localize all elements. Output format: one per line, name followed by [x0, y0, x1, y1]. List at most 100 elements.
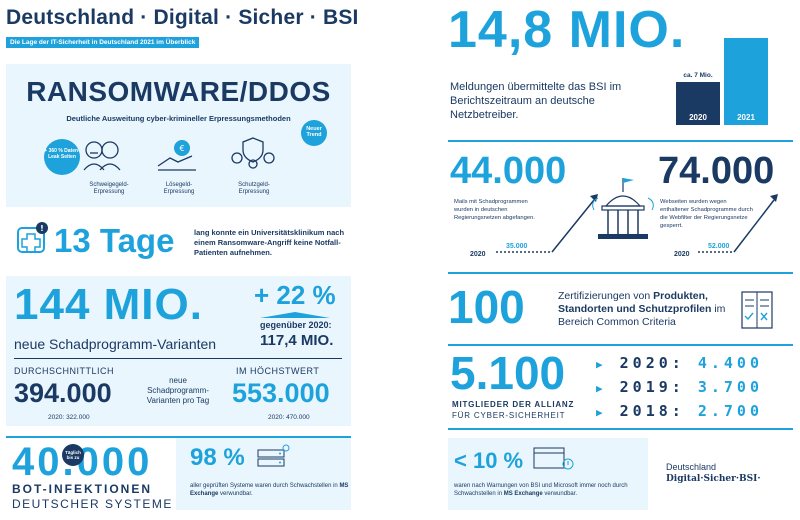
svg-text:€: € — [179, 144, 184, 153]
data-leak-badge: + 360 % Daten-Leak Seiten — [44, 139, 80, 175]
exchange-text: aller geprüften Systeme waren durch Schw… — [190, 482, 350, 498]
protection-group-icon — [231, 137, 275, 169]
malware-label: neue Schadprogramm-Varianten — [14, 336, 217, 352]
alliance-row-1: ▶ 2020: 4.400 — [596, 354, 763, 372]
websites-value: 74.000 — [658, 150, 775, 192]
hospital-text: lang konnte ein Universitätsklinikum nac… — [194, 228, 345, 257]
bots-label-2: DEUTSCHER SYSTEME — [12, 497, 173, 511]
bar-2020-year: 2020 — [689, 113, 707, 122]
page-subtitle: Die Lage der IT-Sicherheit in Deutschlan… — [6, 37, 200, 48]
reports-divider — [448, 140, 793, 142]
ransomware-title: RANSOMWARE/DDOS — [26, 76, 331, 107]
bar-2021-year: 2021 — [737, 113, 755, 122]
certs-text-1: Zertifizierungen von — [558, 290, 651, 302]
exchange-text-2: Schwachstellen in — [289, 483, 338, 489]
malware-compare-value: 117,4 MIO. — [260, 332, 334, 349]
mails-prev-year: 2020 — [470, 251, 486, 258]
avg-label: DURCHSCHNITTLICH — [14, 366, 114, 376]
mails-value: 44.000 — [450, 150, 567, 192]
exchange-percent: 98 % — [190, 444, 245, 471]
bots-top-line — [6, 436, 351, 438]
ransom-item-2: Lösegeld-Erpressung — [163, 182, 195, 195]
alliance-count-3: 2.700 — [697, 402, 763, 420]
certs-text-bold-1: Produkten, — [653, 290, 708, 302]
alliance-count-2: 3.700 — [697, 378, 763, 396]
alliance-year-3: 2018: — [619, 402, 685, 420]
warnings-text-bold: MS Exchange — [503, 491, 543, 497]
warnings-panel: < 10 % waren nach Warnungen von BSI und … — [448, 438, 648, 510]
mails-text: Mails mit Schadprogrammen wurden in deut… — [454, 199, 535, 221]
avg-prev: 2020: 322.000 — [48, 414, 90, 421]
ransom-coin-icon: € — [157, 140, 196, 171]
websites-trend-arrow — [698, 194, 778, 253]
websites-text: Webseiten wurden wegen enthaltener Schad… — [660, 199, 753, 229]
reports-text: Meldungen übermittelte das BSI im Berich… — [450, 81, 622, 121]
warnings-text-3: verwundbar. — [544, 491, 578, 497]
alliance-year-1: 2020: — [619, 354, 685, 372]
websites-prev-year: 2020 — [674, 251, 690, 258]
hospital-cross-icon: ! — [17, 222, 48, 253]
up-arrow-icon — [260, 312, 330, 318]
bar-2021 — [724, 38, 768, 125]
warnings-value: < 10 % — [454, 448, 524, 473]
ransomware-panel: RANSOMWARE/DDOS Deutliche Ausweitung cyb… — [6, 64, 351, 207]
alliance-count-1: 4.400 — [697, 354, 763, 372]
triangle-icon: ▶ — [596, 382, 607, 395]
ransom-item-1: Schweigegeld-Erpressung — [89, 182, 129, 195]
page-title: Deutschland · Digital · Sicher · BSI — [6, 6, 359, 29]
exchange-text-bold: MS Exchange — [190, 483, 349, 497]
warnings-text-1: waren nach Warnungen von BSI und Microso… — [454, 483, 597, 489]
malware-compare-label: gegenüber 2020: — [260, 320, 332, 330]
alliance-row-2: ▶ 2019: 3.700 — [596, 378, 763, 396]
alliance-row-3: ▶ 2018: 2.700 — [596, 402, 763, 420]
exchange-panel: 98 % aller geprüften Systeme waren durch… — [176, 438, 351, 510]
footer-logo-line-2: Digital·Sicher·BSI· — [666, 474, 761, 484]
browser-warning-icon — [533, 447, 574, 470]
bots-value: 40.000 — [12, 440, 153, 484]
hospital-days-value: 13 Tage — [54, 222, 175, 259]
max-value: 553.000 — [232, 378, 330, 408]
alliance-year-2: 2019: — [619, 378, 685, 396]
avg-value: 394.000 — [14, 378, 112, 408]
alliance-label-2: FÜR CYBER-SICHERHEIT — [452, 411, 566, 420]
buildings-divider — [448, 272, 793, 274]
bar-2020-label: ca. 7 Mio. — [683, 72, 713, 79]
government-building-icon — [592, 178, 654, 239]
ransomware-subtitle: Deutliche Ausweitung cyber-krimineller E… — [66, 114, 291, 123]
svg-text:!: ! — [40, 224, 44, 233]
server-icon — [257, 444, 290, 467]
ransom-item-3: Schutzgeld-Erpressung — [238, 182, 270, 195]
bar-2020 — [676, 82, 720, 125]
alliance-label-1: MITGLIEDER DER ALLIANZ — [452, 400, 575, 409]
max-label: IM HÖCHSTWERT — [236, 366, 320, 376]
per-day-label: neue Schadprogramm-Varianten pro Tag — [146, 376, 210, 405]
certificate-document-icon — [741, 291, 773, 329]
certs-value: 100 — [448, 281, 525, 333]
exchange-text-1: aller geprüften Systeme waren durch — [190, 483, 289, 489]
warnings-text-2: noch durch Schwachstellen in — [454, 483, 628, 497]
alliance-divider — [448, 428, 793, 430]
triangle-icon: ▶ — [596, 406, 607, 419]
malware-change: + 22 % — [254, 280, 336, 310]
bots-daily-badge: Täglich bis zu — [62, 444, 84, 466]
silence-icon — [83, 141, 121, 171]
malware-panel: 144 MIO. + 22 % gegenüber 2020: neue Sch… — [6, 276, 351, 426]
certs-text-bold-2: Standorten und Schutzprofilen — [558, 303, 712, 315]
malware-value: 144 MIO. — [14, 280, 203, 329]
triangle-icon: ▶ — [596, 358, 607, 371]
alliance-value: 5.100 — [450, 347, 566, 399]
websites-prev-value: 52.000 — [708, 243, 730, 250]
certs-text: Zertifizierungen von Produkten, Standort… — [558, 290, 738, 329]
max-prev: 2020: 470.000 — [268, 414, 310, 421]
bots-label-1: BOT-INFEKTIONEN — [12, 482, 152, 496]
mails-prev-value: 35.000 — [506, 243, 528, 250]
mails-trend-arrow — [496, 194, 598, 253]
certs-divider — [448, 344, 793, 346]
exchange-text-3: verwundbar. — [220, 491, 253, 497]
reports-value: 14,8 MIO. — [448, 1, 686, 59]
warnings-text: waren nach Warnungen von BSI und Microso… — [454, 482, 650, 498]
new-trend-badge: Neuer Trend — [301, 120, 327, 146]
malware-divider — [14, 358, 342, 359]
certs-text-2: im Bereich Common Criteria — [558, 303, 726, 328]
